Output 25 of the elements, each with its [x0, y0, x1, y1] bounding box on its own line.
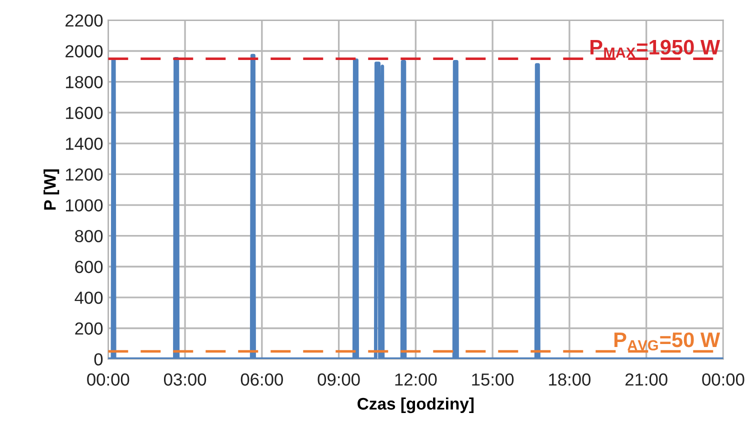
- y-axis-title: P [W]: [44, 169, 60, 210]
- y-tick-label: 1800: [66, 76, 103, 88]
- x-tick-label: 00:00: [702, 373, 744, 386]
- x-tick-label: 06:00: [240, 373, 283, 386]
- y-tick-label: 400: [74, 292, 103, 304]
- y-tick-label: 600: [75, 260, 103, 274]
- ref-line-label: P$_{MAX}$=1950 W: [590, 40, 720, 58]
- x-tick-label: 12:00: [395, 373, 437, 386]
- y-tick-label: 2000: [66, 45, 103, 58]
- y-tick-label: 0: [94, 353, 103, 366]
- y-tick-label: 2200: [66, 14, 103, 27]
- x-tick-label: 21:00: [625, 373, 668, 386]
- x-tick-label: 15:00: [472, 373, 514, 386]
- x-axis-title: Czas [godziny]: [358, 397, 474, 414]
- x-tick-label: 09:00: [318, 373, 360, 386]
- y-tick-label: 1600: [66, 106, 103, 120]
- x-tick-label: 00:00: [87, 373, 130, 386]
- y-tick-label: 200: [75, 322, 103, 335]
- y-tick-label: 1200: [66, 168, 103, 181]
- y-tick-label: 800: [75, 230, 103, 242]
- y-tick-label: 1400: [66, 138, 103, 150]
- x-tick-label: 18:00: [549, 373, 590, 386]
- x-tick-label: 03:00: [164, 373, 206, 386]
- y-tick-label: 1000: [66, 199, 103, 212]
- ref-line-label: P$_{AVG}$=50 W: [614, 332, 720, 350]
